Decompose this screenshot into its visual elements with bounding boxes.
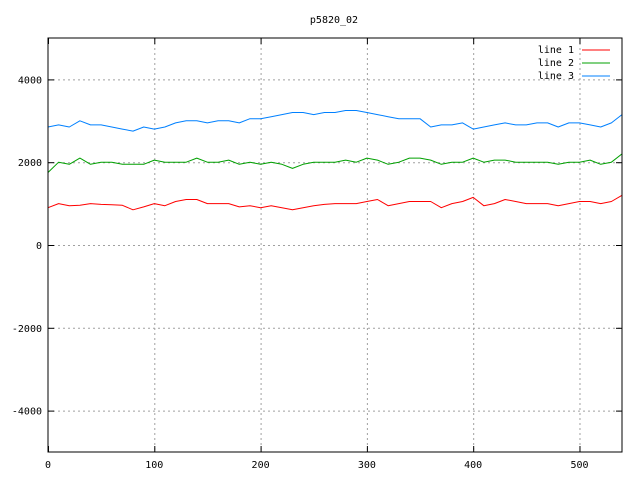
y-tick-label: -4000: [12, 407, 42, 418]
legend-label-1: line 1: [538, 45, 574, 56]
series-line-3: [47, 110, 623, 132]
series-lines: [47, 110, 623, 211]
series-line-2: [47, 153, 623, 173]
y-tick-label: -2000: [12, 324, 42, 335]
x-tick-label: 200: [252, 460, 270, 471]
legend: line 1 line 2 line 3: [538, 45, 610, 82]
x-tick-label: 500: [570, 460, 588, 471]
y-tick-label: 2000: [18, 158, 42, 169]
series-line-1: [47, 194, 623, 211]
x-tick-label: 300: [358, 460, 376, 471]
grid-lines: [48, 38, 622, 452]
legend-label-3: line 3: [538, 71, 574, 82]
x-tick-label: 100: [145, 460, 163, 471]
axis-ticks: 0 100 200 300 400 500 -4000 -2000 0 2000 4000: [12, 38, 622, 471]
x-tick-label: 400: [464, 460, 482, 471]
y-tick-label: 0: [36, 241, 42, 252]
x-tick-label: 0: [45, 460, 51, 471]
chart-title: p5820_02: [310, 15, 358, 26]
legend-label-2: line 2: [538, 58, 574, 69]
y-tick-label: 4000: [18, 75, 42, 86]
